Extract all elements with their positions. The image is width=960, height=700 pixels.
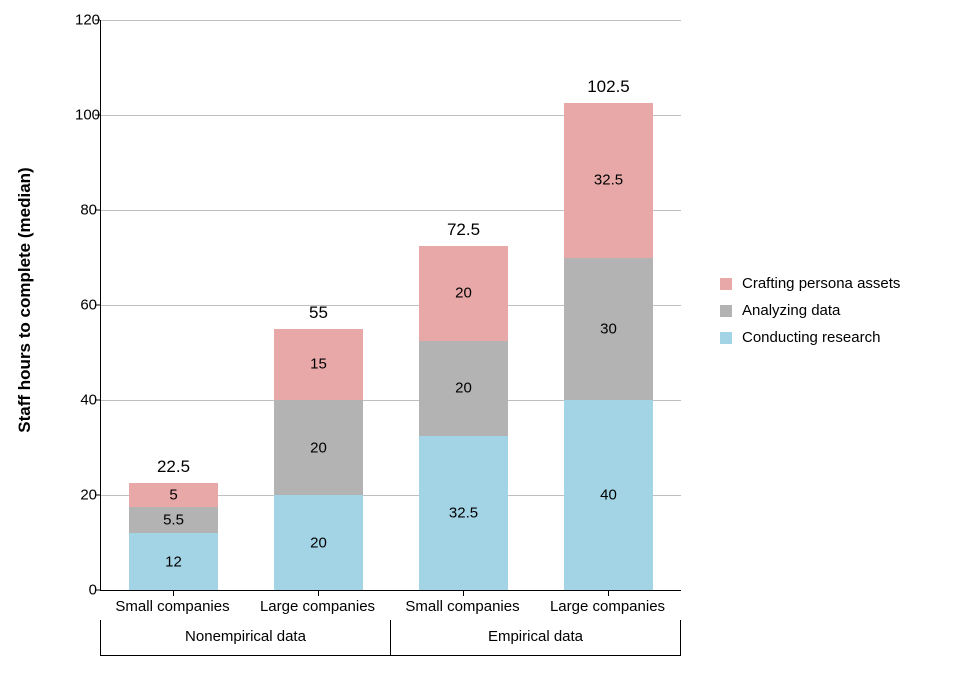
bar-segment-label: 40 bbox=[564, 487, 654, 504]
bar-segment-label: 5.5 bbox=[129, 511, 219, 528]
y-tick-label: 100 bbox=[75, 107, 97, 124]
legend-swatch bbox=[720, 332, 732, 344]
x-category-label: Large companies bbox=[260, 598, 375, 615]
y-tick-label: 80 bbox=[75, 202, 97, 219]
legend-swatch bbox=[720, 305, 732, 317]
bar-total-label: 102.5 bbox=[564, 77, 654, 97]
bar-segment-analyze: 20 bbox=[274, 400, 364, 495]
bar: 32.5202072.5 bbox=[419, 246, 509, 590]
bar-segment-label: 5 bbox=[129, 487, 219, 504]
bar-segment-craft: 20 bbox=[419, 246, 509, 341]
y-tick-label: 120 bbox=[75, 12, 97, 29]
x-category-label: Small companies bbox=[115, 598, 229, 615]
bar-segment-label: 32.5 bbox=[564, 172, 654, 189]
x-category-label: Large companies bbox=[550, 598, 665, 615]
bar-segment-label: 20 bbox=[419, 380, 509, 397]
bar: 20201555 bbox=[274, 329, 364, 590]
bar-segment-craft: 5 bbox=[129, 483, 219, 507]
y-tick-label: 0 bbox=[75, 582, 97, 599]
legend: Crafting persona assets Analyzing data Con… bbox=[720, 265, 900, 356]
bar-segment-research: 32.5 bbox=[419, 436, 509, 590]
x-tick-mark bbox=[608, 590, 609, 596]
legend-label: Conducting research bbox=[742, 329, 880, 346]
bar-segment-research: 40 bbox=[564, 400, 654, 590]
bar-segment-analyze: 5.5 bbox=[129, 507, 219, 533]
bar-segment-label: 15 bbox=[274, 356, 364, 373]
legend-swatch bbox=[720, 278, 732, 290]
x-tick-mark bbox=[173, 590, 174, 596]
y-tick-label: 20 bbox=[75, 487, 97, 504]
y-tick-label: 60 bbox=[75, 297, 97, 314]
y-tick-mark bbox=[95, 20, 100, 21]
legend-label: Crafting persona assets bbox=[742, 275, 900, 292]
gridline bbox=[101, 20, 681, 21]
x-group-text: Empirical data bbox=[391, 628, 680, 645]
bar-segment-research: 12 bbox=[129, 533, 219, 590]
bar-segment-research: 20 bbox=[274, 495, 364, 590]
x-group-label: Nonempirical data bbox=[100, 620, 391, 656]
bar-segment-analyze: 30 bbox=[564, 258, 654, 401]
bar-segment-label: 20 bbox=[274, 534, 364, 551]
x-group-text: Nonempirical data bbox=[101, 628, 390, 645]
legend-item: Conducting research bbox=[720, 329, 900, 346]
bar-segment-label: 12 bbox=[129, 553, 219, 570]
bar-total-label: 55 bbox=[274, 303, 364, 323]
y-axis-label: Staff hours to complete (median) bbox=[15, 167, 35, 432]
y-tick-mark bbox=[95, 115, 100, 116]
legend-item: Crafting persona assets bbox=[720, 275, 900, 292]
bar-segment-label: 20 bbox=[419, 285, 509, 302]
bar-total-label: 22.5 bbox=[129, 457, 219, 477]
y-tick-mark bbox=[95, 210, 100, 211]
bar-total-label: 72.5 bbox=[419, 220, 509, 240]
y-tick-mark bbox=[95, 305, 100, 306]
legend-item: Analyzing data bbox=[720, 302, 900, 319]
bar-segment-label: 20 bbox=[274, 439, 364, 456]
y-tick-label: 40 bbox=[75, 392, 97, 409]
y-tick-mark bbox=[95, 590, 100, 591]
bar-segment-craft: 15 bbox=[274, 329, 364, 400]
plot-area: 12 5.5 5 22.5 20 20 15 55 32.5 20 20 72.5 40 30 32.5 10… bbox=[100, 20, 681, 591]
x-tick-mark bbox=[318, 590, 319, 596]
bar: 125.5522.5 bbox=[129, 483, 219, 590]
bar-segment-analyze: 20 bbox=[419, 341, 509, 436]
x-category-label: Small companies bbox=[405, 598, 519, 615]
bar-segment-label: 30 bbox=[564, 320, 654, 337]
bar-segment-label: 32.5 bbox=[419, 504, 509, 521]
bar: 403032.5102.5 bbox=[564, 103, 654, 590]
legend-label: Analyzing data bbox=[742, 302, 840, 319]
x-tick-mark bbox=[463, 590, 464, 596]
bar-segment-craft: 32.5 bbox=[564, 103, 654, 257]
y-tick-mark bbox=[95, 400, 100, 401]
y-tick-mark bbox=[95, 495, 100, 496]
x-group-label: Empirical data bbox=[390, 620, 681, 656]
